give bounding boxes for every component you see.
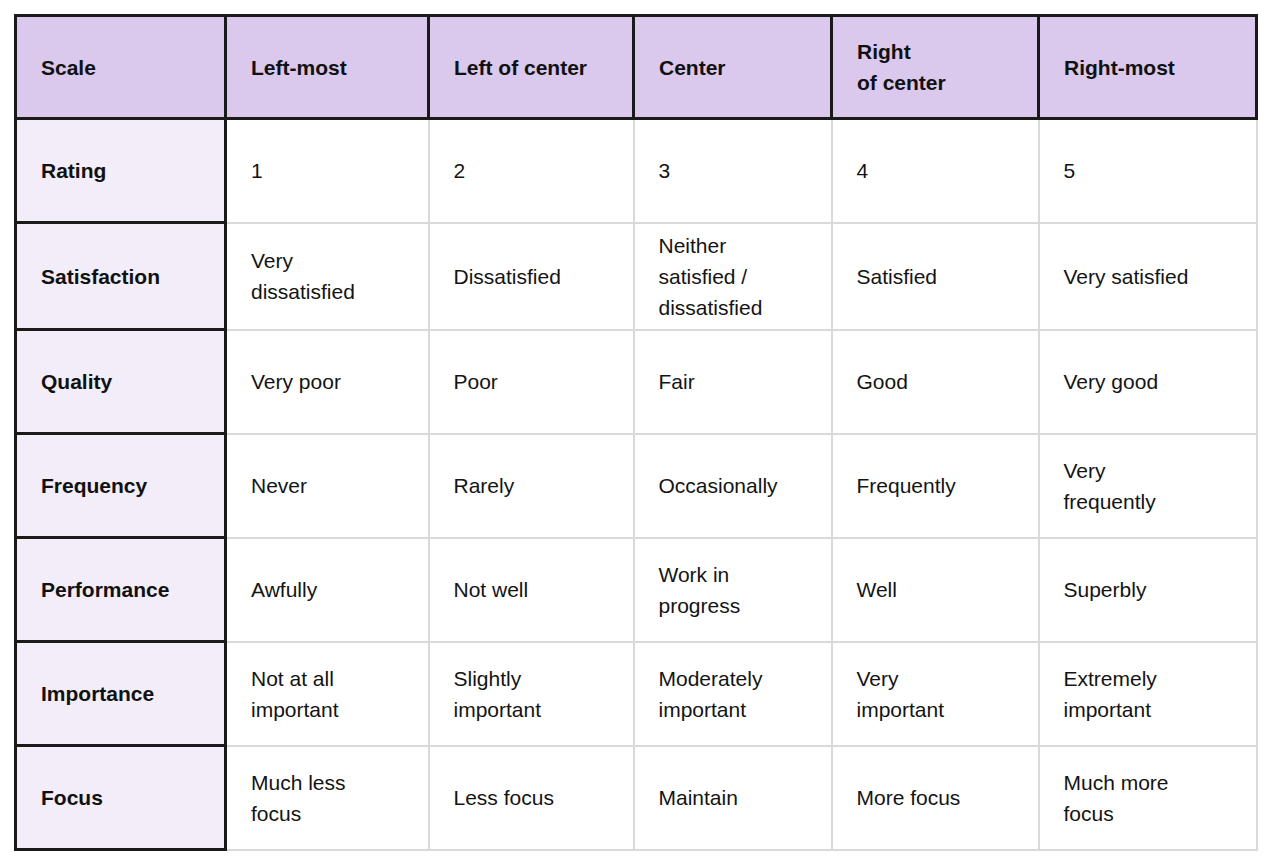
table-cell: Rarely xyxy=(429,434,634,538)
table-cell: Fair xyxy=(634,330,832,434)
header-row: Scale Left-most Left of center Center Ri… xyxy=(16,16,1257,119)
table-cell: Good xyxy=(832,330,1039,434)
table-cell: Much more focus xyxy=(1039,746,1257,850)
table-row-frequency: Frequency Never Rarely Occasionally Freq… xyxy=(16,434,1257,538)
column-header-scale: Scale xyxy=(16,16,226,119)
table-cell: Not well xyxy=(429,538,634,642)
row-header-importance: Importance xyxy=(16,642,226,746)
column-header-left-of-center: Left of center xyxy=(429,16,634,119)
table-cell: Occasionally xyxy=(634,434,832,538)
row-header-quality: Quality xyxy=(16,330,226,434)
table-cell: Awfully xyxy=(226,538,429,642)
table-row-performance: Performance Awfully Not well Work in pro… xyxy=(16,538,1257,642)
table-cell: Very frequently xyxy=(1039,434,1257,538)
column-header-right-most: Right-most xyxy=(1039,16,1257,119)
table-cell: Neither satisfied / dissatisfied xyxy=(634,223,832,330)
table-row-satisfaction: Satisfaction Very dissatisfied Dissatisf… xyxy=(16,223,1257,330)
row-header-satisfaction: Satisfaction xyxy=(16,223,226,330)
table-cell: 5 xyxy=(1039,119,1257,223)
row-header-focus: Focus xyxy=(16,746,226,850)
table-cell: 3 xyxy=(634,119,832,223)
table-row-focus: Focus Much less focus Less focus Maintai… xyxy=(16,746,1257,850)
table-cell: Very important xyxy=(832,642,1039,746)
table-cell: Very satisfied xyxy=(1039,223,1257,330)
table-cell: 4 xyxy=(832,119,1039,223)
table-cell: Not at all important xyxy=(226,642,429,746)
table-cell: Very good xyxy=(1039,330,1257,434)
row-header-frequency: Frequency xyxy=(16,434,226,538)
table-row-rating: Rating 1 2 3 4 5 xyxy=(16,119,1257,223)
table-cell: Maintain xyxy=(634,746,832,850)
rating-scale-table: Scale Left-most Left of center Center Ri… xyxy=(14,14,1258,851)
table-cell: Well xyxy=(832,538,1039,642)
table-cell: Slightly important xyxy=(429,642,634,746)
table-cell: Very dissatisfied xyxy=(226,223,429,330)
table-cell: Moderately important xyxy=(634,642,832,746)
table-cell: More focus xyxy=(832,746,1039,850)
column-header-right-of-center: Right of center xyxy=(832,16,1039,119)
table-cell: Never xyxy=(226,434,429,538)
table-cell: Much less focus xyxy=(226,746,429,850)
page: Scale Left-most Left of center Center Ri… xyxy=(0,0,1269,865)
table-cell: 2 xyxy=(429,119,634,223)
table-cell: Work in progress xyxy=(634,538,832,642)
table-cell: Satisfied xyxy=(832,223,1039,330)
column-header-center: Center xyxy=(634,16,832,119)
row-header-rating: Rating xyxy=(16,119,226,223)
table-row-quality: Quality Very poor Poor Fair Good Very go… xyxy=(16,330,1257,434)
table-cell: Dissatisfied xyxy=(429,223,634,330)
table-row-importance: Importance Not at all important Slightly… xyxy=(16,642,1257,746)
table-cell: Superbly xyxy=(1039,538,1257,642)
table-cell: Extremely important xyxy=(1039,642,1257,746)
table-cell: Very poor xyxy=(226,330,429,434)
table-cell: 1 xyxy=(226,119,429,223)
table-cell: Less focus xyxy=(429,746,634,850)
column-header-left-most: Left-most xyxy=(226,16,429,119)
row-header-performance: Performance xyxy=(16,538,226,642)
table-cell: Frequently xyxy=(832,434,1039,538)
table-cell: Poor xyxy=(429,330,634,434)
